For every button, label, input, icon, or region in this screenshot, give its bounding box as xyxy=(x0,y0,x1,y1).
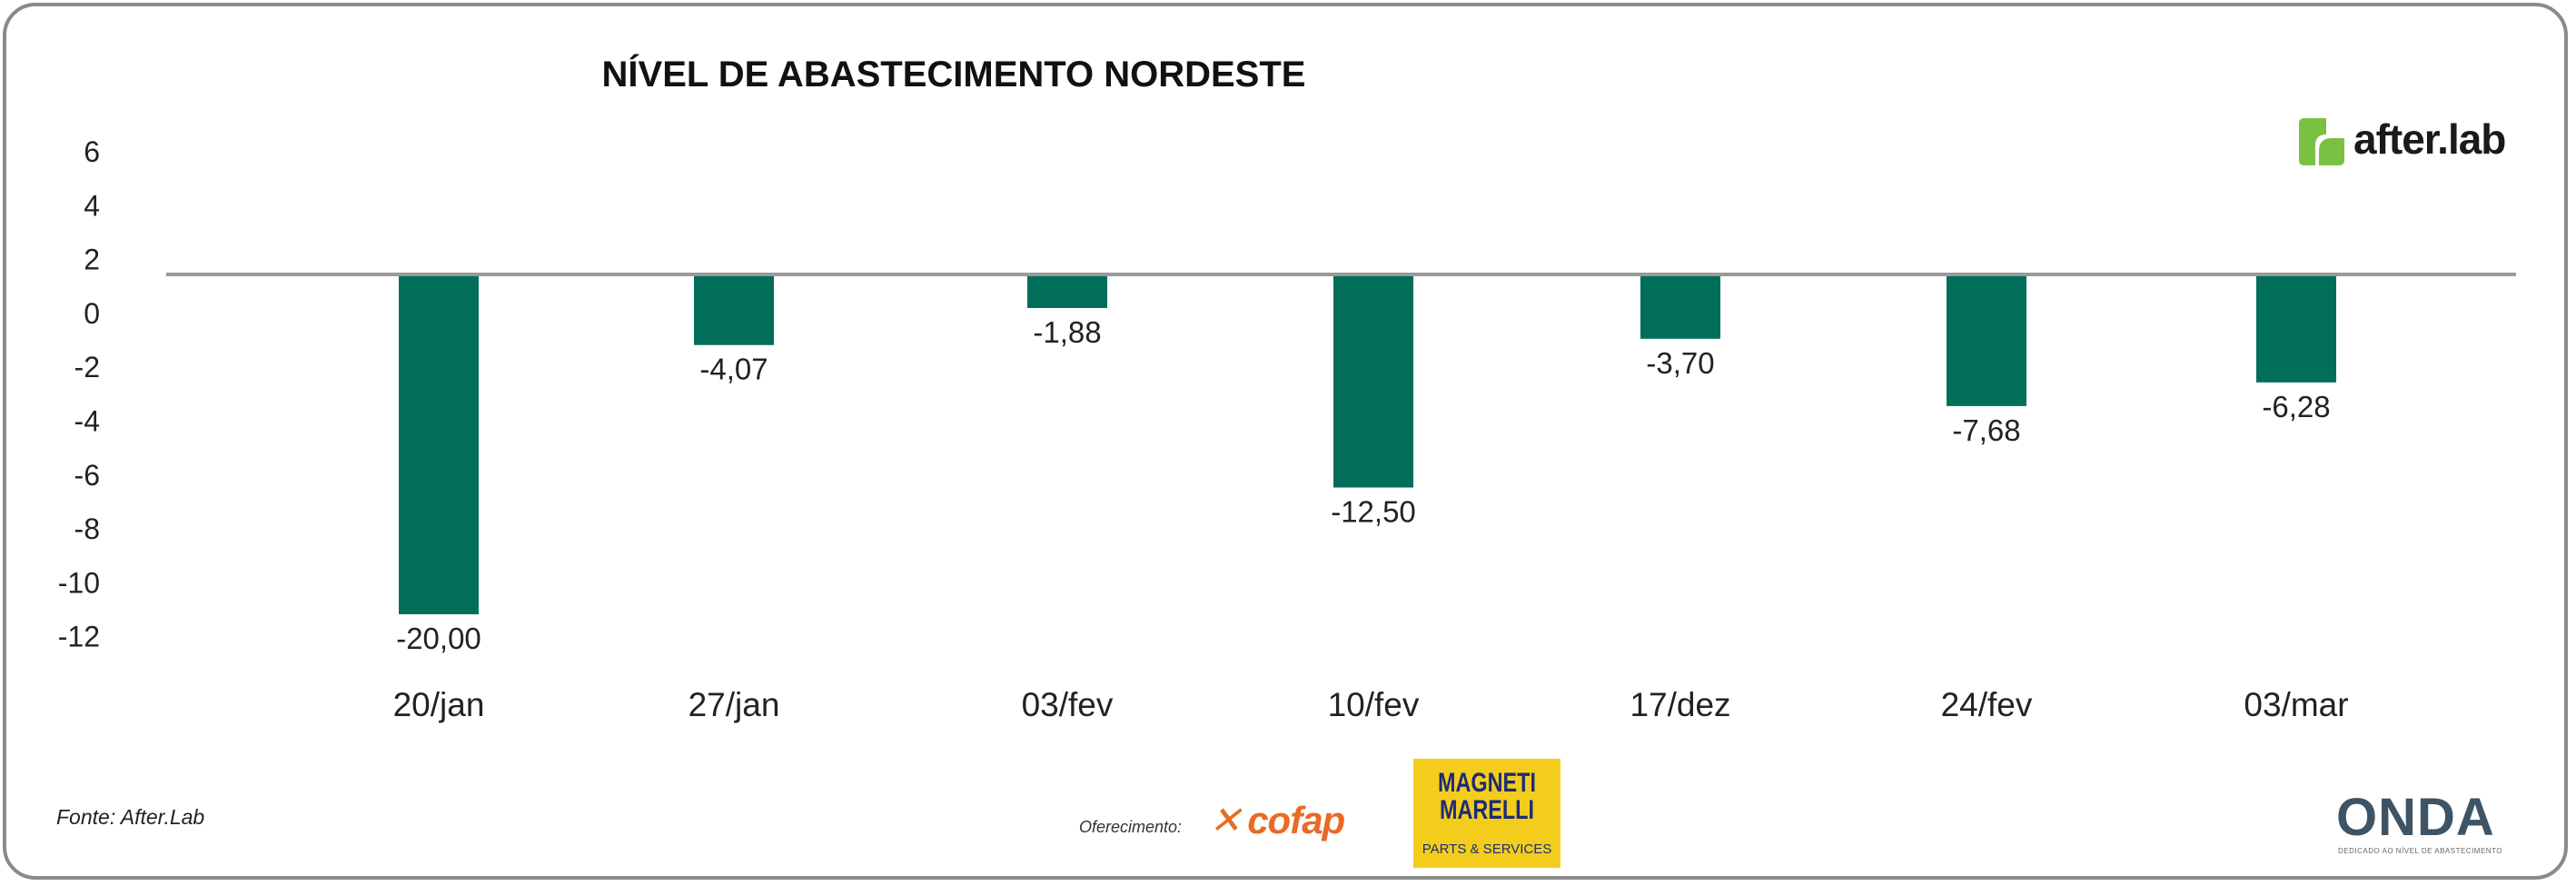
bar xyxy=(2256,276,2336,383)
y-tick-label: -12 xyxy=(58,621,100,653)
cofap-logo-text: cofap xyxy=(1247,799,1345,841)
sponsor-label: Oferecimento: xyxy=(1079,818,1183,836)
x-tick-label: 27/jan xyxy=(689,686,780,723)
data-label: -20,00 xyxy=(396,622,481,655)
x-tick-label: 17/dez xyxy=(1630,686,1730,723)
bar xyxy=(1947,276,2026,406)
y-tick-label: 0 xyxy=(84,297,100,330)
cofap-logo: ✕cofap xyxy=(1207,798,1346,842)
data-label: -7,68 xyxy=(1952,413,2020,447)
bar xyxy=(1640,276,1720,339)
data-labels: -20,00 -4,07 -1,88 -12,50 -3,70 -7,68 -6,28 xyxy=(396,315,2330,655)
x-tick-label: 20/jan xyxy=(393,686,485,723)
chart-title: NÍVEL DE ABASTECIMENTO NORDESTE xyxy=(601,55,1306,95)
y-tick-label: -10 xyxy=(58,566,100,599)
x-axis: 20/jan 27/jan 03/fev 10/fev 17/dez 24/fev 03/m… xyxy=(393,686,2349,723)
bar xyxy=(1027,276,1107,308)
y-tick-label: -2 xyxy=(74,351,100,383)
afterlab-logo-icon xyxy=(2299,118,2344,165)
onda-logo: ONDA DEDICADO AO NÍVEL DE ABASTECIMENTO xyxy=(2336,787,2518,860)
data-label: -3,70 xyxy=(1646,346,1714,380)
x-tick-label: 24/fev xyxy=(1941,686,2033,723)
data-label: -12,50 xyxy=(1331,495,1416,529)
magneti-line2: MARELLI xyxy=(1439,795,1534,825)
onda-logo-subtext: DEDICADO AO NÍVEL DE ABASTECIMENTO xyxy=(2338,847,2503,855)
y-tick-label: 6 xyxy=(84,135,100,168)
bars xyxy=(399,276,2336,614)
afterlab-logo-text: after.lab xyxy=(2353,115,2506,163)
data-label: -1,88 xyxy=(1033,315,1101,349)
x-tick-label: 03/mar xyxy=(2244,686,2348,723)
bar xyxy=(694,276,774,345)
x-tick-label: 10/fev xyxy=(1328,686,1420,723)
y-tick-label: -6 xyxy=(74,459,100,492)
y-axis: 6 4 2 0 -2 -4 -6 -8 -10 -12 xyxy=(58,135,100,653)
data-label: -4,07 xyxy=(699,353,768,386)
bar xyxy=(399,276,479,614)
data-label: -6,28 xyxy=(2262,390,2330,423)
y-tick-label: -8 xyxy=(74,513,100,545)
onda-logo-text: ONDA xyxy=(2336,788,2495,847)
y-tick-label: -4 xyxy=(74,405,100,438)
y-tick-label: 4 xyxy=(84,189,100,222)
magneti-marelli-logo: MAGNETI MARELLI PARTS & SERVICES xyxy=(1413,759,1560,868)
x-tick-label: 03/fev xyxy=(1022,686,1114,723)
magneti-marelli-wordmark: MAGNETI MARELLI xyxy=(1430,770,1544,824)
magneti-line1: MAGNETI xyxy=(1438,768,1536,798)
source-note: Fonte: After.Lab xyxy=(56,805,205,829)
cofap-mark-icon: ✕ xyxy=(1206,799,1250,841)
bar xyxy=(1333,276,1413,488)
magneti-subtitle: PARTS & SERVICES xyxy=(1422,841,1552,857)
y-tick-label: 2 xyxy=(84,244,100,276)
